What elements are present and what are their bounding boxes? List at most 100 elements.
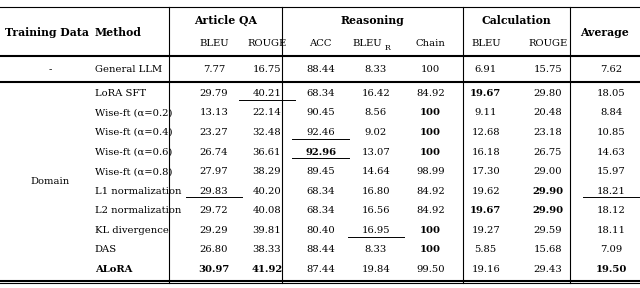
Text: 15.97: 15.97 bbox=[597, 167, 625, 176]
Text: 14.64: 14.64 bbox=[361, 167, 390, 176]
Text: 84.92: 84.92 bbox=[417, 206, 445, 215]
Text: 26.74: 26.74 bbox=[200, 147, 228, 157]
Text: 8.33: 8.33 bbox=[365, 245, 387, 255]
Text: 88.44: 88.44 bbox=[306, 65, 335, 74]
Text: 20.48: 20.48 bbox=[534, 108, 562, 118]
Text: ROUGE: ROUGE bbox=[247, 39, 287, 48]
Text: 29.29: 29.29 bbox=[200, 226, 228, 235]
Text: 29.72: 29.72 bbox=[200, 206, 228, 215]
Text: L2 normalization: L2 normalization bbox=[95, 206, 181, 215]
Text: 68.34: 68.34 bbox=[307, 206, 335, 215]
Text: 19.84: 19.84 bbox=[361, 265, 390, 274]
Text: 29.80: 29.80 bbox=[534, 89, 562, 98]
Text: 16.95: 16.95 bbox=[362, 226, 390, 235]
Text: Average: Average bbox=[580, 26, 629, 37]
Text: 19.67: 19.67 bbox=[470, 206, 501, 215]
Text: BLEU: BLEU bbox=[199, 39, 228, 48]
Text: 19.67: 19.67 bbox=[470, 89, 501, 98]
Text: Chain: Chain bbox=[416, 39, 445, 48]
Text: Wise-ft (α=0.2): Wise-ft (α=0.2) bbox=[95, 108, 172, 118]
Text: 100: 100 bbox=[421, 65, 440, 74]
Text: R: R bbox=[385, 44, 391, 52]
Text: 23.27: 23.27 bbox=[200, 128, 228, 137]
Text: BLEU: BLEU bbox=[353, 39, 382, 48]
Text: 100: 100 bbox=[420, 226, 441, 235]
Text: 100: 100 bbox=[420, 108, 441, 118]
Text: 7.62: 7.62 bbox=[600, 65, 622, 74]
Text: 5.85: 5.85 bbox=[475, 245, 497, 255]
Text: 16.18: 16.18 bbox=[472, 147, 500, 157]
Text: 19.27: 19.27 bbox=[472, 226, 500, 235]
Text: 10.85: 10.85 bbox=[597, 128, 625, 137]
Text: 16.42: 16.42 bbox=[362, 89, 390, 98]
Text: 30.97: 30.97 bbox=[198, 265, 229, 274]
Text: 41.92: 41.92 bbox=[252, 265, 282, 274]
Text: 15.75: 15.75 bbox=[534, 65, 562, 74]
Text: 100: 100 bbox=[420, 128, 441, 137]
Text: 6.91: 6.91 bbox=[475, 65, 497, 74]
Text: 19.16: 19.16 bbox=[472, 265, 500, 274]
Text: 19.50: 19.50 bbox=[595, 265, 627, 274]
Text: 29.43: 29.43 bbox=[534, 265, 562, 274]
Text: BLEU: BLEU bbox=[471, 39, 500, 48]
Text: Domain: Domain bbox=[30, 177, 70, 186]
Text: 92.96: 92.96 bbox=[305, 147, 336, 157]
Text: 22.14: 22.14 bbox=[252, 108, 282, 118]
Text: Calculation: Calculation bbox=[482, 15, 551, 26]
Text: 90.45: 90.45 bbox=[307, 108, 335, 118]
Text: 16.56: 16.56 bbox=[362, 206, 390, 215]
Text: 100: 100 bbox=[420, 147, 441, 157]
Text: 26.75: 26.75 bbox=[534, 147, 562, 157]
Text: ACC: ACC bbox=[309, 39, 332, 48]
Text: 18.05: 18.05 bbox=[597, 89, 625, 98]
Text: 13.07: 13.07 bbox=[362, 147, 390, 157]
Text: 80.40: 80.40 bbox=[307, 226, 335, 235]
Text: 29.59: 29.59 bbox=[534, 226, 562, 235]
Text: 39.81: 39.81 bbox=[253, 226, 281, 235]
Text: Wise-ft (α=0.8): Wise-ft (α=0.8) bbox=[95, 167, 172, 176]
Text: 29.83: 29.83 bbox=[200, 187, 228, 196]
Text: Wise-ft (α=0.4): Wise-ft (α=0.4) bbox=[95, 128, 172, 137]
Text: 8.84: 8.84 bbox=[600, 108, 622, 118]
Text: 23.18: 23.18 bbox=[534, 128, 562, 137]
Text: 8.33: 8.33 bbox=[365, 65, 387, 74]
Text: L1 normalization: L1 normalization bbox=[95, 187, 181, 196]
Text: 38.33: 38.33 bbox=[253, 245, 281, 255]
Text: 89.45: 89.45 bbox=[307, 167, 335, 176]
Text: KL divergence: KL divergence bbox=[95, 226, 168, 235]
Text: 13.13: 13.13 bbox=[199, 108, 228, 118]
Text: 40.21: 40.21 bbox=[252, 89, 282, 98]
Text: 99.50: 99.50 bbox=[417, 265, 445, 274]
Text: 88.44: 88.44 bbox=[306, 245, 335, 255]
Text: 100: 100 bbox=[420, 245, 441, 255]
Text: General LLM: General LLM bbox=[95, 65, 162, 74]
Text: ALoRA: ALoRA bbox=[95, 265, 132, 274]
Text: 68.34: 68.34 bbox=[307, 89, 335, 98]
Text: 19.62: 19.62 bbox=[472, 187, 500, 196]
Text: 84.92: 84.92 bbox=[417, 89, 445, 98]
Text: 16.75: 16.75 bbox=[253, 65, 281, 74]
Text: Method: Method bbox=[95, 26, 141, 37]
Text: 40.20: 40.20 bbox=[253, 187, 281, 196]
Text: 98.99: 98.99 bbox=[417, 167, 445, 176]
Text: LoRA SFT: LoRA SFT bbox=[95, 89, 146, 98]
Text: ROUGE: ROUGE bbox=[528, 39, 568, 48]
Text: 8.56: 8.56 bbox=[365, 108, 387, 118]
Text: Reasoning: Reasoning bbox=[340, 15, 404, 26]
Text: 32.48: 32.48 bbox=[253, 128, 281, 137]
Text: 29.79: 29.79 bbox=[200, 89, 228, 98]
Text: 14.63: 14.63 bbox=[597, 147, 625, 157]
Text: 40.08: 40.08 bbox=[253, 206, 281, 215]
Text: 68.34: 68.34 bbox=[307, 187, 335, 196]
Text: Wise-ft (α=0.6): Wise-ft (α=0.6) bbox=[95, 147, 172, 157]
Text: 7.77: 7.77 bbox=[203, 65, 225, 74]
Text: 38.29: 38.29 bbox=[253, 167, 281, 176]
Text: 29.00: 29.00 bbox=[534, 167, 562, 176]
Text: 29.90: 29.90 bbox=[532, 187, 563, 196]
Text: Training Data: Training Data bbox=[5, 26, 89, 37]
Text: 26.80: 26.80 bbox=[200, 245, 228, 255]
Text: 9.02: 9.02 bbox=[365, 128, 387, 137]
Text: 7.09: 7.09 bbox=[600, 245, 622, 255]
Text: 27.97: 27.97 bbox=[200, 167, 228, 176]
Text: 29.90: 29.90 bbox=[532, 206, 563, 215]
